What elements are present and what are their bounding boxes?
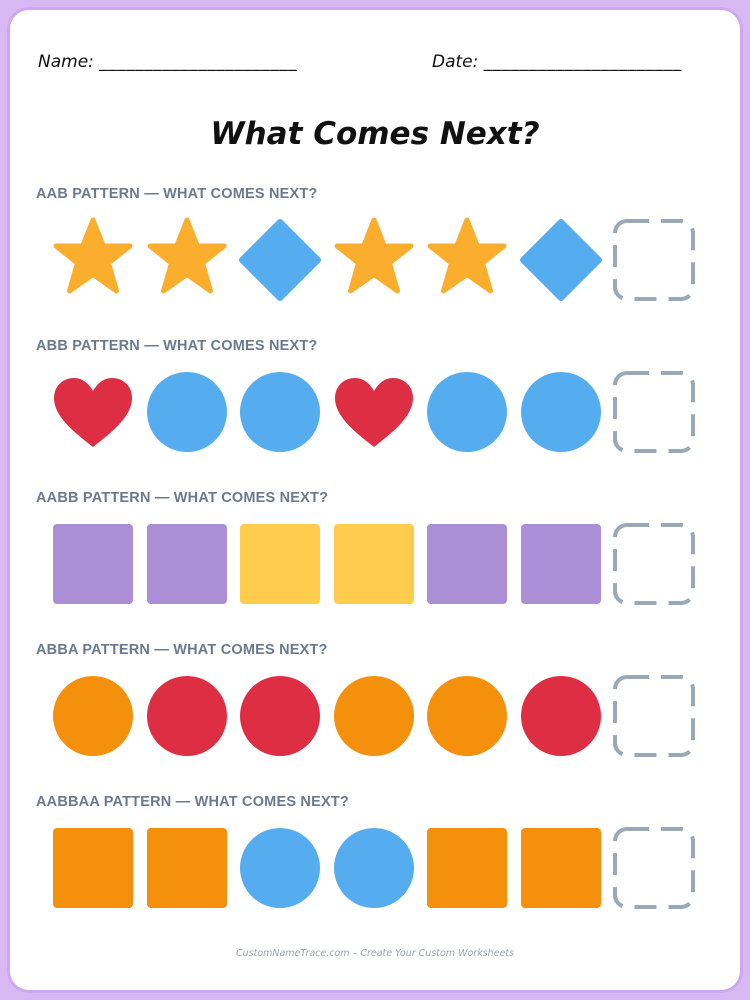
row-label-3: AABB PATTERN — WHAT COMES NEXT?: [36, 490, 329, 506]
star-icon: [48, 215, 138, 305]
heart-icon: [329, 367, 419, 457]
name-line: ______________________: [99, 52, 298, 72]
answer-box[interactable]: [609, 215, 699, 305]
circle-icon: [516, 671, 606, 761]
page-title: What Comes Next?: [210, 116, 540, 152]
circle-icon: [329, 671, 419, 761]
row-label-1: AAB PATTERN — WHAT COMES NEXT?: [36, 186, 318, 202]
square-icon: [142, 823, 232, 913]
row-label-4: ABBA PATTERN — WHAT COMES NEXT?: [36, 642, 328, 658]
circle-icon: [142, 367, 232, 457]
circle-icon: [48, 671, 138, 761]
circle-icon: [235, 367, 325, 457]
square-icon: [48, 519, 138, 609]
circle-icon: [235, 671, 325, 761]
star-icon: [422, 215, 512, 305]
answer-box[interactable]: [609, 519, 699, 609]
name-label: Name:: [38, 52, 94, 72]
pattern-row-5: [48, 823, 708, 913]
pattern-row-4: [48, 671, 708, 761]
circle-icon: [422, 367, 512, 457]
pattern-row-3: [48, 519, 708, 609]
circle-icon: [422, 671, 512, 761]
square-icon: [142, 519, 232, 609]
answer-box[interactable]: [609, 671, 699, 761]
square-icon: [422, 519, 512, 609]
answer-box[interactable]: [609, 823, 699, 913]
date-label: Date:: [432, 52, 479, 72]
square-icon: [48, 823, 138, 913]
circle-icon: [516, 367, 606, 457]
date-line: ______________________: [483, 52, 682, 72]
circle-icon: [142, 671, 232, 761]
circle-icon: [235, 823, 325, 913]
pattern-row-1: [48, 215, 708, 305]
diamond-icon: [516, 215, 606, 305]
square-icon: [235, 519, 325, 609]
answer-box[interactable]: [609, 367, 699, 457]
circle-icon: [329, 823, 419, 913]
square-icon: [516, 519, 606, 609]
heart-icon: [48, 367, 138, 457]
square-icon: [516, 823, 606, 913]
square-icon: [422, 823, 512, 913]
diamond-icon: [235, 215, 325, 305]
star-icon: [142, 215, 232, 305]
footer-credit: CustomNameTrace.com – Create Your Custom…: [235, 948, 515, 959]
worksheet-header: Name: ______________________ Date: _____…: [38, 52, 712, 82]
pattern-row-2: [48, 367, 708, 457]
row-label-5: AABBAA PATTERN — WHAT COMES NEXT?: [36, 794, 349, 810]
star-icon: [329, 215, 419, 305]
name-field: Name: ______________________: [38, 52, 297, 72]
worksheet-page: Name: ______________________ Date: _____…: [7, 7, 743, 993]
square-icon: [329, 519, 419, 609]
date-field: Date: ______________________: [432, 52, 682, 72]
row-label-2: ABB PATTERN — WHAT COMES NEXT?: [36, 338, 318, 354]
